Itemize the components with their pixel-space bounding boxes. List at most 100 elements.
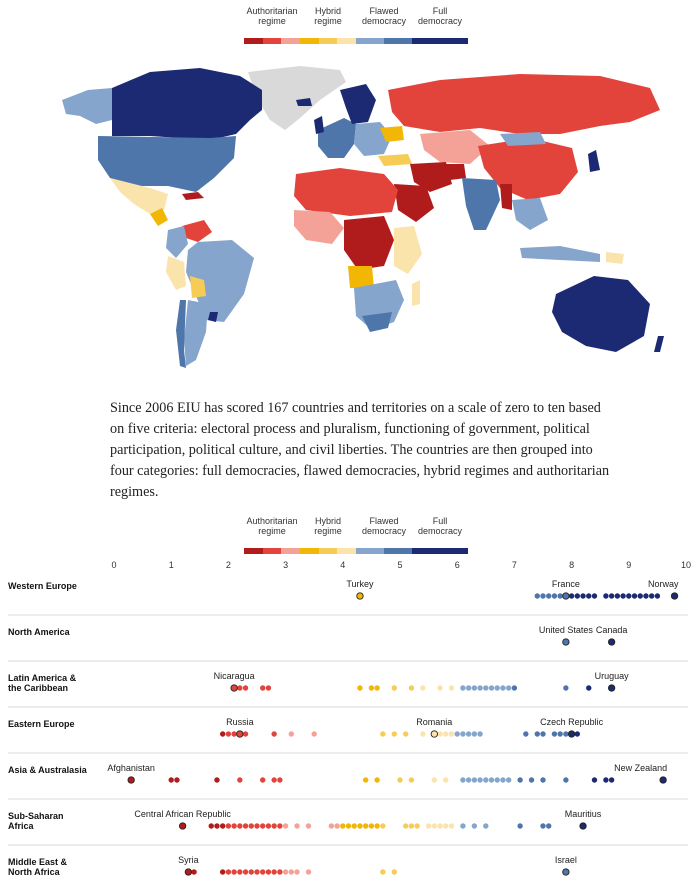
data-point	[551, 731, 558, 737]
legend-label: Hybrid regime	[314, 516, 342, 536]
data-point	[557, 731, 563, 737]
country-label: Russia	[226, 717, 254, 727]
data-point	[586, 685, 592, 691]
data-point	[231, 869, 237, 875]
data-point	[237, 777, 243, 783]
data-point	[488, 777, 495, 783]
map-uk	[314, 116, 324, 134]
data-point	[540, 593, 546, 599]
data-point	[494, 777, 500, 783]
map-saudi-arabia	[394, 184, 434, 222]
data-point	[477, 731, 483, 737]
data-point	[271, 731, 277, 737]
map-russia	[388, 74, 660, 134]
country-label: Canada	[596, 625, 628, 635]
data-point	[282, 869, 289, 875]
data-point	[563, 685, 569, 691]
tick-label: 8	[569, 560, 574, 570]
data-point	[357, 823, 363, 829]
data-point	[260, 823, 266, 829]
data-point	[380, 823, 386, 829]
country-label: Israel	[555, 855, 577, 865]
data-point	[477, 777, 483, 783]
map-central-africa	[344, 216, 394, 270]
data-point	[608, 593, 615, 599]
data-point	[626, 593, 632, 599]
data-point	[242, 823, 249, 829]
country-label: United States	[539, 625, 594, 635]
data-point	[168, 777, 174, 783]
legend-swatch	[384, 38, 413, 44]
country-label: Turkey	[346, 579, 374, 589]
data-point	[448, 731, 455, 737]
data-point	[374, 777, 380, 783]
data-point	[517, 823, 523, 829]
legend-swatch	[300, 548, 319, 554]
data-point	[483, 823, 489, 829]
data-point	[357, 685, 363, 691]
data-point	[305, 869, 312, 875]
data-point	[534, 731, 540, 737]
map-western-europe	[318, 118, 356, 158]
region-name: Eastern Europe	[8, 719, 75, 729]
map-west-africa	[294, 210, 344, 244]
map-canada	[112, 68, 262, 140]
data-point	[288, 731, 295, 737]
map-mongolia	[500, 132, 546, 146]
data-point	[408, 823, 415, 829]
data-point	[248, 823, 254, 829]
tick-label: 2	[226, 560, 231, 570]
map-australia	[552, 276, 650, 352]
highlight-point	[127, 776, 135, 784]
map-north-africa	[294, 168, 398, 216]
map-iran	[410, 162, 452, 192]
data-point	[368, 685, 375, 691]
country-label: Nicaragua	[214, 671, 255, 681]
data-point	[546, 823, 552, 829]
data-point	[219, 869, 226, 875]
legend-label: Authoritarian regime	[246, 516, 298, 536]
data-point	[260, 869, 266, 875]
data-point	[465, 731, 472, 737]
map-bolivia	[190, 276, 206, 298]
highlight-point	[607, 638, 616, 646]
data-point	[603, 777, 609, 783]
map-png	[606, 252, 624, 264]
data-point	[528, 777, 535, 783]
data-point	[483, 777, 489, 783]
data-point	[471, 823, 478, 829]
legend-swatch	[262, 548, 282, 554]
data-point	[265, 823, 272, 829]
region-name: North America	[8, 627, 71, 637]
data-point	[448, 685, 455, 691]
data-point	[403, 731, 409, 737]
data-point	[294, 823, 300, 829]
map-angola	[348, 266, 374, 288]
world-map	[62, 66, 664, 368]
data-point	[208, 823, 214, 829]
data-point	[551, 593, 558, 599]
highlight-point	[230, 684, 238, 692]
country-label: Afghanistan	[107, 763, 155, 773]
legend-swatch	[412, 38, 469, 44]
region-name: Sub-Saharan Africa	[8, 811, 64, 831]
map-cuba	[182, 192, 204, 200]
highlight-point	[659, 776, 667, 784]
map-brazil	[186, 240, 254, 322]
data-point	[477, 685, 483, 691]
tick-label: 0	[111, 560, 116, 570]
legend-label: Full democracy	[417, 6, 462, 26]
data-point	[563, 731, 569, 737]
map-madagascar	[412, 280, 420, 306]
data-point	[465, 777, 472, 783]
region-name: Asia & Australasia	[8, 765, 88, 775]
data-point	[408, 685, 415, 691]
data-point	[523, 731, 529, 737]
data-point	[242, 869, 249, 875]
data-point	[380, 869, 386, 875]
data-point	[431, 777, 438, 783]
map-united-states	[98, 136, 236, 192]
data-point	[391, 869, 397, 875]
data-point	[448, 823, 455, 829]
data-point	[574, 731, 581, 737]
